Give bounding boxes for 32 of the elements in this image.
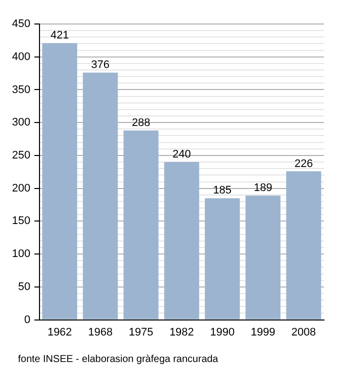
x-tick-label: 1982 bbox=[169, 326, 194, 338]
y-tick-label: 400 bbox=[12, 50, 30, 63]
y-tick-label: 450 bbox=[12, 18, 30, 30]
bar bbox=[164, 162, 200, 320]
x-tick-label: 1999 bbox=[250, 326, 276, 338]
bar bbox=[246, 196, 280, 320]
data-label: 185 bbox=[213, 184, 232, 197]
y-tick-label: 250 bbox=[12, 150, 30, 162]
bar bbox=[124, 130, 158, 320]
data-label: 288 bbox=[132, 117, 150, 130]
y-tick-label: 50 bbox=[18, 280, 30, 293]
y-tick-label: 0 bbox=[24, 314, 30, 326]
bar bbox=[204, 198, 240, 320]
y-tick-label: 300 bbox=[12, 116, 30, 129]
x-tick-label: 1962 bbox=[47, 326, 72, 338]
bar bbox=[82, 72, 118, 320]
y-tick-label: 200 bbox=[12, 182, 30, 194]
data-label: 240 bbox=[172, 148, 191, 161]
x-tick-label: 1968 bbox=[88, 326, 113, 338]
data-label: 421 bbox=[50, 30, 69, 42]
x-tick-label: 1975 bbox=[128, 326, 154, 338]
x-tick-label: 1990 bbox=[210, 326, 235, 338]
y-tick-label: 150 bbox=[12, 215, 30, 228]
data-label: 226 bbox=[294, 158, 313, 170]
data-label: 189 bbox=[254, 182, 272, 194]
bar bbox=[286, 171, 322, 320]
bar bbox=[42, 43, 78, 320]
source-note: fonte INSEE - elaborasion gràfega rancurada bbox=[18, 354, 218, 365]
data-label: 376 bbox=[91, 59, 110, 72]
y-tick-label: 100 bbox=[12, 248, 30, 260]
y-tick-label: 350 bbox=[12, 84, 30, 96]
x-tick-label: 2008 bbox=[291, 326, 316, 338]
